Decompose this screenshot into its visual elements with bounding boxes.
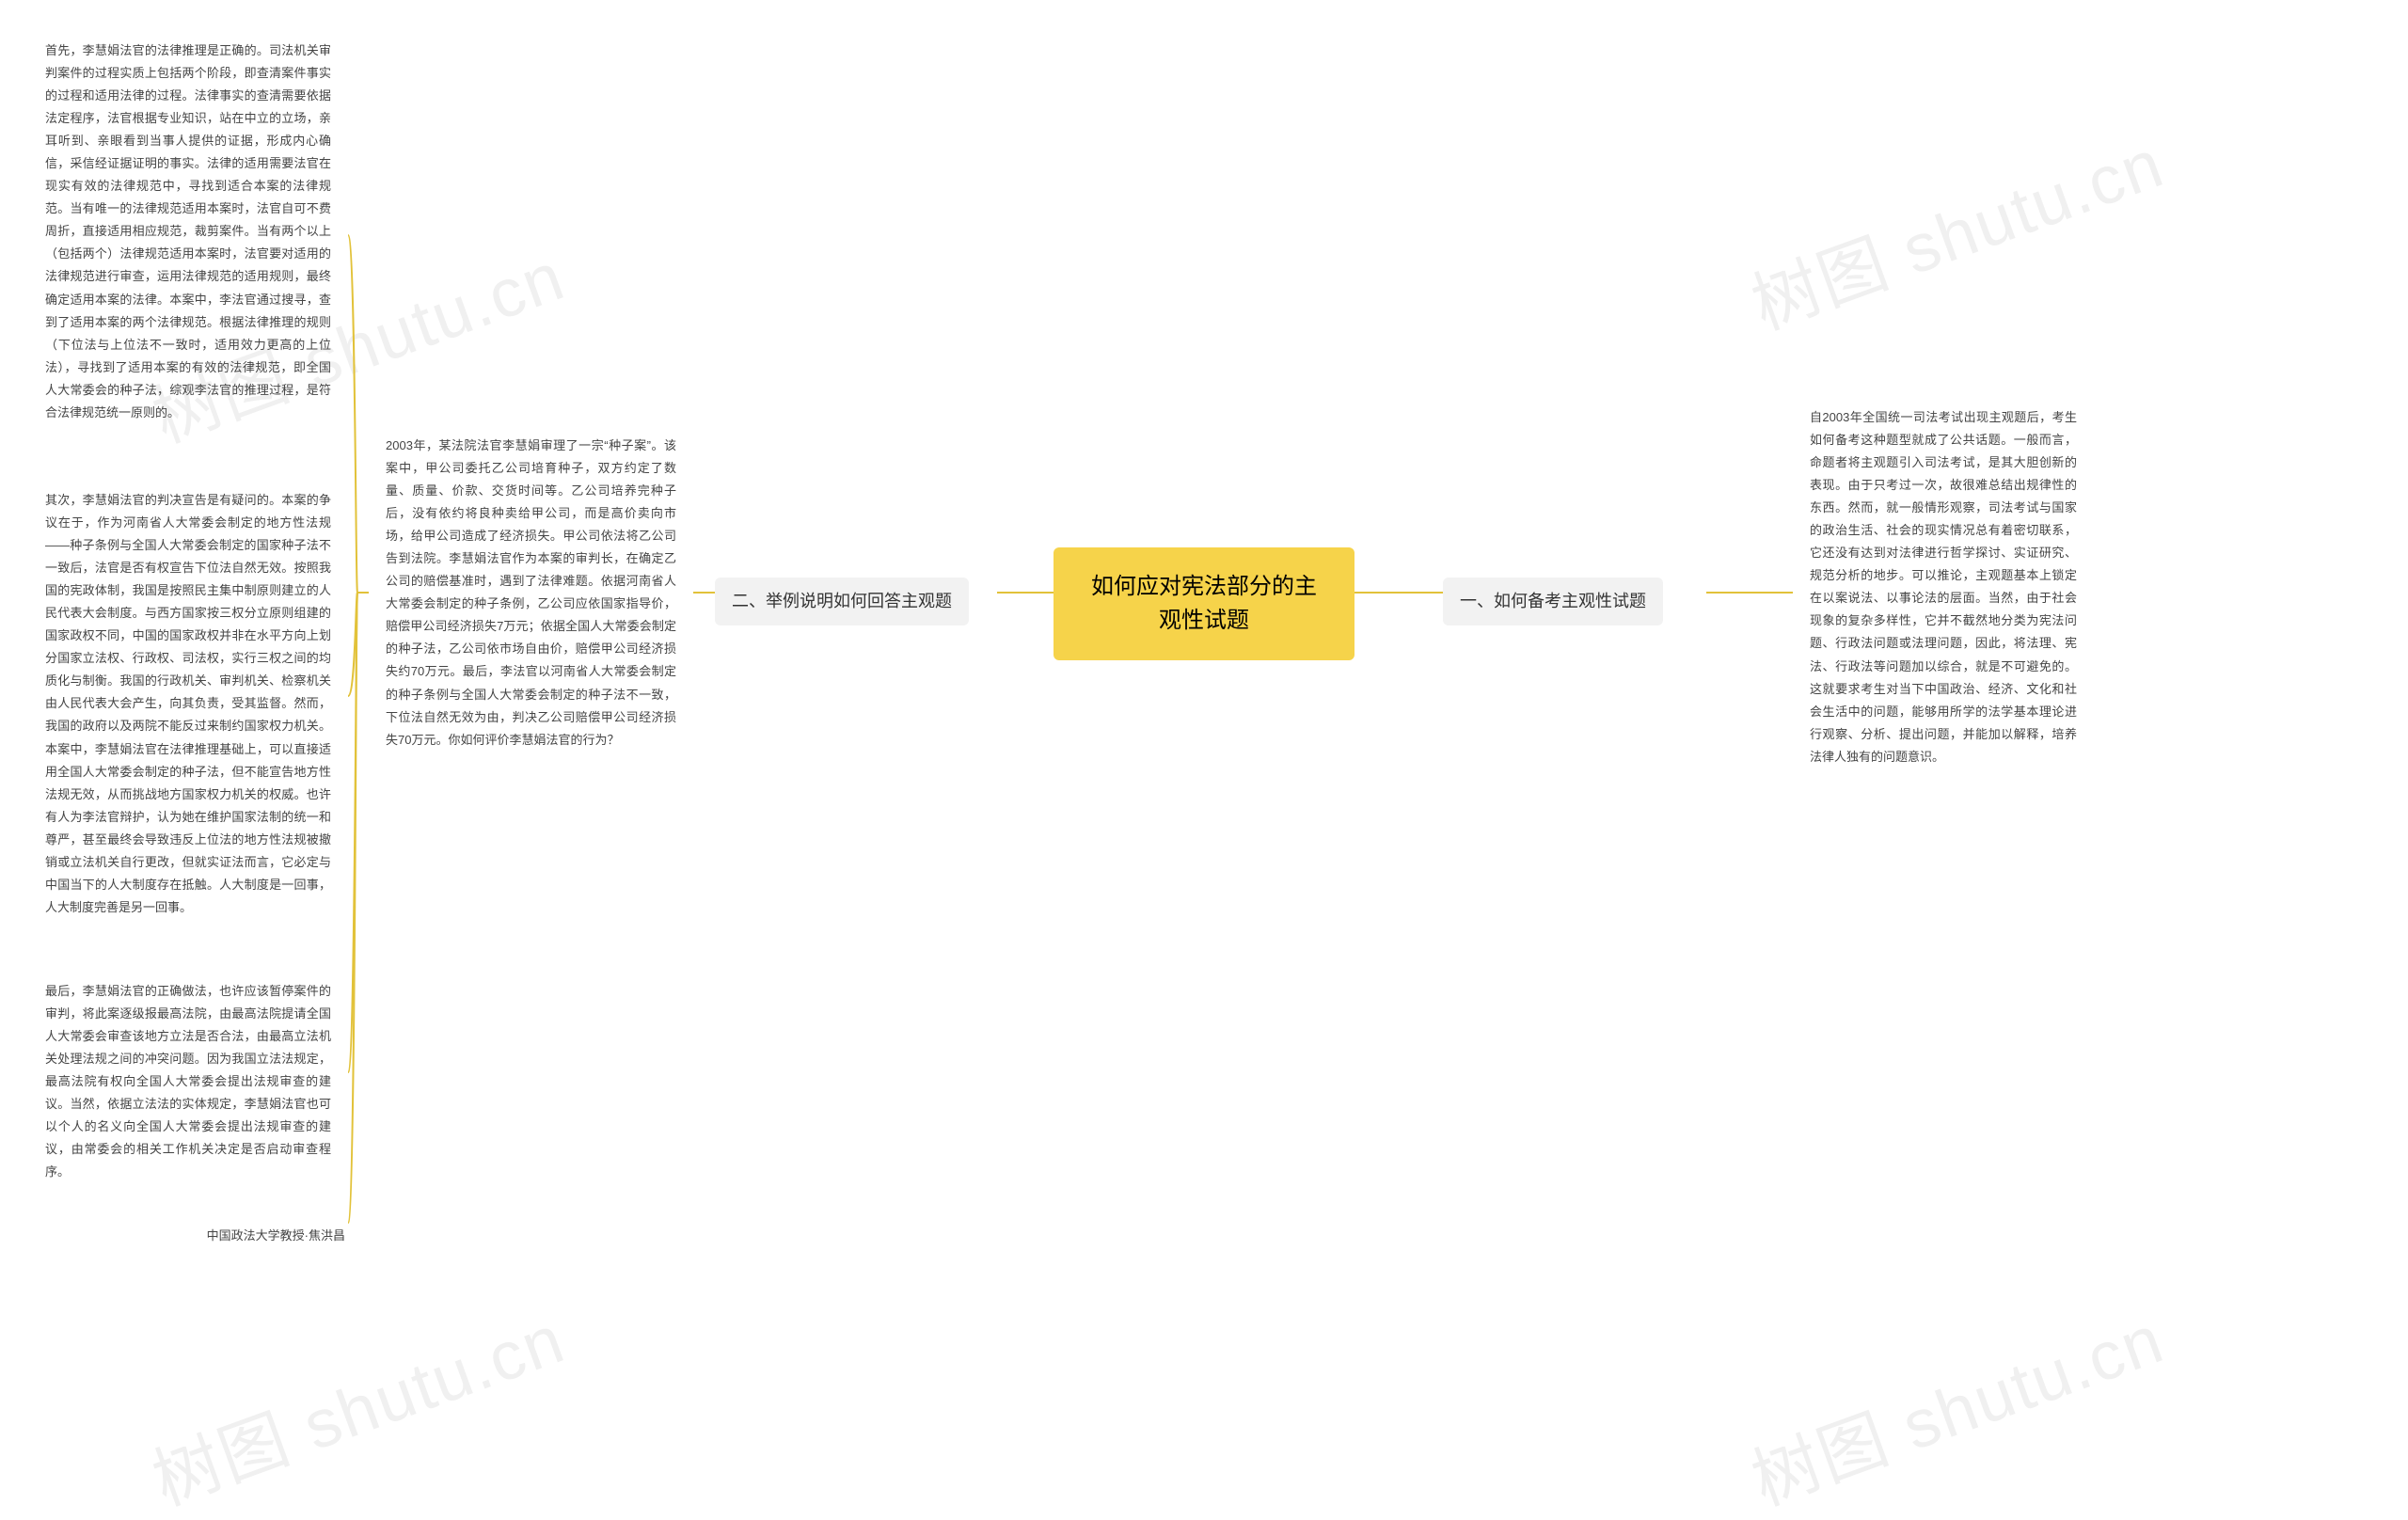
author-leaf[interactable]: 中国政法大学教授·焦洪昌 [155,1213,362,1259]
right-sub-node[interactable]: 一、如何备考主观性试题 [1443,578,1663,625]
example-case-leaf[interactable]: 2003年，某法院法官李慧娟审理了一宗“种子案”。该案中，甲公司委托乙公司培育种… [369,423,693,763]
watermark: 树图 shutu.cn [137,1284,576,1520]
analysis-3-leaf[interactable]: 最后，李慧娟法官的正确做法，也许应该暂停案件的审判，将此案逐级报最高法院，由最高… [28,969,348,1195]
watermark: 树图 shutu.cn [1736,108,2175,348]
left-sub-node[interactable]: 二、举例说明如何回答主观题 [715,578,969,625]
right-text-leaf[interactable]: 自2003年全国统一司法考试出现主观题后，考生如何备考这种题型就成了公共话题。一… [1793,395,2094,780]
analysis-1-leaf[interactable]: 首先，李慧娟法官的法律推理是正确的。司法机关审判案件的过程实质上包括两个阶段，即… [28,28,348,435]
analysis-2-leaf[interactable]: 其次，李慧娟法官的判决宣告是有疑问的。本案的争议在于，作为河南省人大常委会制定的… [28,478,348,930]
center-node[interactable]: 如何应对宪法部分的主观性试题 [1054,547,1354,660]
watermark: 树图 shutu.cn [1736,1284,2175,1520]
